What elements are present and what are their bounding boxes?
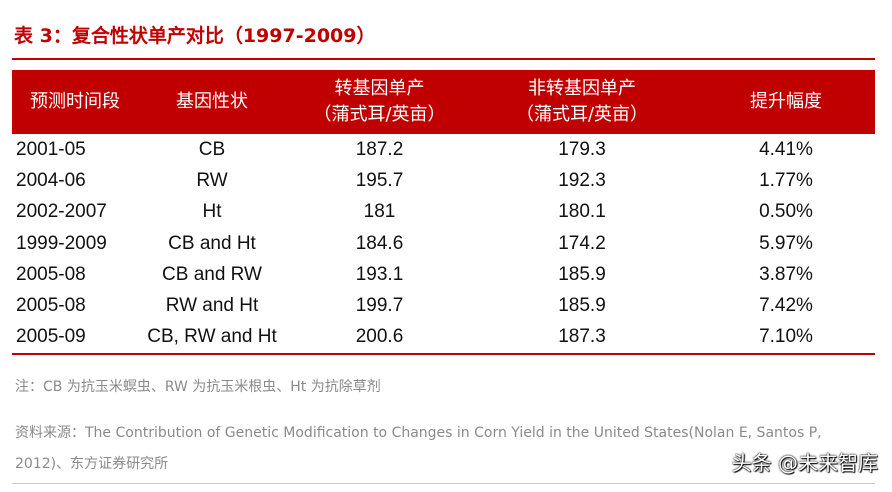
table-header-row: 预测时间段 基因性状 转基因单产 （蒲式耳/英亩） 非转基因单产 （蒲式耳/英亩） … (12, 70, 875, 134)
source-line-1: 资料来源：The Contribution of Genetic Modific… (15, 425, 822, 441)
cell-period: 1999-2009 (16, 232, 107, 254)
cell-improvement: 3.87% (759, 263, 813, 285)
cell-non-gm-yield: 180.1 (558, 201, 606, 223)
cell-improvement: 1.77% (759, 169, 813, 191)
table-note: 注：CB 为抗玉米螟虫、RW 为抗玉米根虫、Ht 为抗除草剂 (15, 379, 381, 395)
cell-trait: RW and Ht (165, 295, 259, 317)
table-row: 2005-08 CB and RW 193.1 185.9 3.87% (12, 259, 875, 290)
cell-non-gm-yield: 185.9 (558, 295, 606, 317)
table-row: 1999-2009 CB and Ht 184.6 174.2 5.97% (12, 228, 875, 259)
cell-period: 2001-05 (16, 138, 86, 160)
cell-period: 2005-09 (12, 321, 132, 356)
cell-non-gm-yield: 179.3 (558, 138, 606, 160)
cell-improvement: 4.41% (759, 138, 813, 160)
cell-improvement: 5.97% (759, 232, 813, 254)
table-row: 2001-05 CB 187.2 179.3 4.41% (12, 134, 875, 165)
header-trait: 基因性状 (132, 70, 292, 134)
cell-improvement: 0.50% (759, 201, 813, 223)
cell-gm-yield: 187.2 (355, 138, 404, 160)
cell-non-gm-yield: 174.2 (558, 232, 606, 254)
cell-period: 2004-06 (16, 169, 86, 191)
table-row: 2002-2007 Ht 181 180.1 0.50% (12, 197, 875, 228)
cell-trait: CB and Ht (168, 232, 256, 254)
cell-gm-yield: 199.7 (355, 295, 404, 317)
header-gm-yield: 转基因单产 （蒲式耳/英亩） (292, 70, 467, 134)
cell-improvement: 7.10% (697, 321, 875, 356)
cell-period: 2005-08 (16, 295, 86, 317)
cell-trait: CB, RW and Ht (132, 321, 292, 356)
header-non-gm-yield: 非转基因单产 （蒲式耳/英亩） (467, 70, 697, 134)
cell-non-gm-yield: 185.9 (558, 263, 606, 285)
header-improvement: 提升幅度 (697, 70, 875, 134)
cell-period: 2002-2007 (16, 201, 107, 223)
source-line-2: 2012)、东方证券研究所 (15, 456, 169, 472)
footer-divider (12, 483, 875, 484)
watermark-text: 头条 @未来智库 (731, 451, 878, 475)
cell-improvement: 7.42% (759, 295, 813, 317)
cell-trait: CB and RW (162, 263, 262, 285)
cell-gm-yield: 193.1 (355, 263, 404, 285)
cell-non-gm-yield: 192.3 (558, 169, 606, 191)
yield-comparison-table: 预测时间段 基因性状 转基因单产 （蒲式耳/英亩） 非转基因单产 （蒲式耳/英亩） … (12, 70, 875, 356)
title-divider (12, 58, 875, 60)
cell-gm-yield: 181 (363, 201, 396, 223)
cell-trait: RW (196, 169, 228, 191)
table-row: 2005-09 CB, RW and Ht 200.6 187.3 7.10% (12, 321, 875, 356)
header-period: 预测时间段 (12, 70, 132, 134)
cell-trait: CB (198, 138, 226, 160)
cell-gm-yield: 200.6 (292, 321, 467, 356)
cell-trait: Ht (202, 201, 222, 223)
cell-gm-yield: 184.6 (355, 232, 404, 254)
cell-non-gm-yield: 187.3 (467, 321, 697, 356)
cell-period: 2005-08 (16, 263, 86, 285)
table-row: 2005-08 RW and Ht 199.7 185.9 7.42% (12, 290, 875, 321)
source-citation: 资料来源：The Contribution of Genetic Modific… (15, 418, 875, 480)
cell-gm-yield: 195.7 (355, 169, 404, 191)
table-row: 2004-06 RW 195.7 192.3 1.77% (12, 165, 875, 196)
table-title: 表 3：复合性状单产对比（1997-2009） (14, 25, 376, 47)
